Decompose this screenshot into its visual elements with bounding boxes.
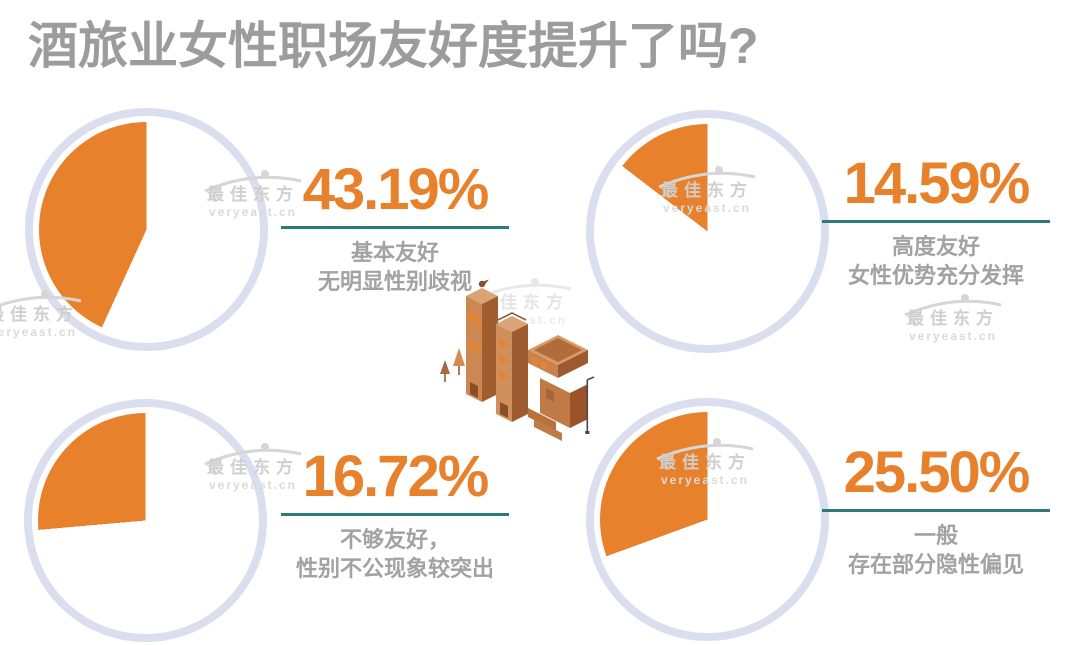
pie-chart-bottom-left bbox=[24, 399, 267, 642]
isometric-buildings-illustration bbox=[440, 279, 595, 441]
left-tower bbox=[466, 279, 498, 402]
stat-block-bottom-left: 16.72% 不够友好， 性别不公现象较突出 bbox=[281, 445, 509, 583]
stat-value: 43.19% bbox=[302, 157, 490, 222]
pie-slice-top-right bbox=[600, 124, 815, 339]
stat-underline bbox=[822, 509, 1050, 512]
stat-label-line2: 存在部分隐性偏见 bbox=[847, 552, 1024, 577]
stat-underline bbox=[822, 220, 1050, 223]
trees-icon bbox=[440, 348, 465, 382]
stat-value: 14.59% bbox=[843, 151, 1031, 216]
stat-label-line1: 基本友好 bbox=[350, 240, 439, 265]
pie-chart-bottom-right bbox=[586, 398, 829, 641]
stat-label-line1: 一般 bbox=[913, 523, 958, 548]
watermark-domain: veryeast.cn bbox=[908, 329, 998, 343]
stat-label-line2: 女性优势充分发挥 bbox=[847, 263, 1024, 288]
stat-block-top-left: 43.19% 基本友好 无明显性别歧视 bbox=[281, 158, 509, 296]
pie-slice-top-left bbox=[39, 122, 254, 337]
page-title: 酒旅业女性职场友好度提升了吗? bbox=[28, 18, 759, 74]
lamp-pole-icon bbox=[585, 376, 595, 434]
stat-label-line2: 性别不公现象较突出 bbox=[295, 556, 494, 581]
stat-value: 25.50% bbox=[843, 440, 1031, 505]
pie-slice-bottom-right bbox=[600, 412, 815, 627]
stat-underline bbox=[281, 513, 509, 516]
stat-block-top-right: 14.59% 高度友好 女性优势充分发挥 bbox=[822, 152, 1050, 290]
middle-tower bbox=[496, 312, 528, 422]
right-building bbox=[528, 335, 588, 441]
stat-block-bottom-right: 25.50% 一般 存在部分隐性偏见 bbox=[822, 441, 1050, 579]
veryeast-logo-swoosh-icon bbox=[904, 294, 1002, 317]
pie-chart-top-left bbox=[25, 108, 268, 351]
pie-chart-top-right bbox=[586, 110, 829, 353]
watermark-brand: 最佳东方 bbox=[907, 309, 999, 328]
stat-label-line1: 高度友好 bbox=[891, 234, 980, 259]
stat-label-line1: 不够友好， bbox=[339, 527, 450, 552]
pie-slice-bottom-left bbox=[38, 413, 253, 628]
stat-value: 16.72% bbox=[302, 444, 490, 509]
stat-underline bbox=[281, 226, 509, 229]
watermark: 最佳东方 veryeast.cn bbox=[898, 292, 1008, 343]
stat-label-line2: 无明显性别歧视 bbox=[317, 269, 472, 294]
